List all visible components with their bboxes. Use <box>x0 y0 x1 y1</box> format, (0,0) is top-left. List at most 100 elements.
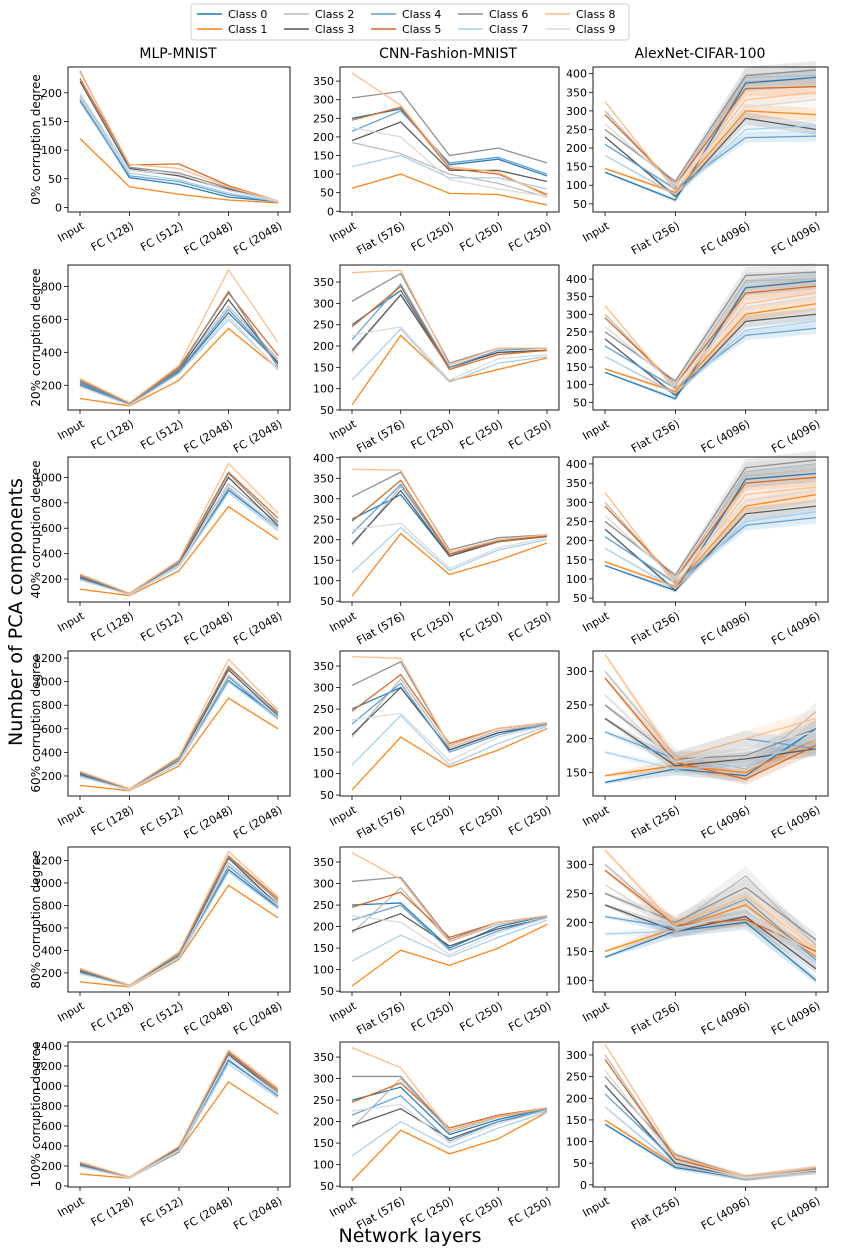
series-band <box>605 84 816 194</box>
series-line <box>604 921 817 981</box>
series-line <box>79 870 279 988</box>
series-line <box>351 141 548 198</box>
x-tick-label: FC (128) <box>89 609 136 644</box>
y-tick-label: 200 <box>41 379 62 392</box>
axes-frame <box>339 264 560 411</box>
x-tick-label: FC (128) <box>89 219 136 254</box>
y-tick-label: 200 <box>313 131 334 144</box>
series-line <box>79 268 279 404</box>
series-line <box>351 326 548 381</box>
y-tick-label: 200 <box>566 916 587 929</box>
y-tick-label: 150 <box>566 766 587 779</box>
y-tick-label: 100 <box>566 179 587 192</box>
y-tick-label: 350 <box>313 472 334 485</box>
series-band <box>605 903 816 968</box>
y-tick-label: 300 <box>313 94 334 107</box>
series-line <box>79 1052 279 1178</box>
x-tick-label: FC (4096) <box>699 1194 752 1232</box>
y-tick-label: 200 <box>566 1092 587 1105</box>
series-line <box>79 1049 279 1178</box>
series-band <box>605 60 816 184</box>
y-tick-label: 400 <box>41 346 62 359</box>
y-tick-label: 200 <box>41 87 62 100</box>
series-line <box>79 99 279 203</box>
x-tick-label: FC (2048) <box>231 1194 284 1232</box>
chart-panel: 200 400 600 800 1000 1200 Input FC (128) FC (512… <box>34 846 291 1038</box>
y-tick-label: 250 <box>313 112 334 125</box>
y-tick-label: 100 <box>313 575 334 588</box>
x-tick-label: FC (128) <box>89 417 136 452</box>
series-line <box>351 655 548 747</box>
y-tick-label: 100 <box>313 1159 334 1172</box>
y-tick-label: 200 <box>313 1116 334 1129</box>
axes-frame <box>67 1041 291 1188</box>
y-tick-label: 1200 <box>34 652 62 665</box>
series-line <box>79 489 279 596</box>
y-tick-label: 400 <box>566 68 587 81</box>
series-line <box>351 682 548 753</box>
series-line <box>79 1060 279 1179</box>
y-tick-label: 50 <box>320 789 334 802</box>
x-tick-label: Flat (576) <box>354 803 407 841</box>
series-band <box>605 270 816 389</box>
x-tick-label: Input <box>55 417 87 443</box>
y-tick-label: 800 <box>41 699 62 712</box>
y-tick-label: 600 <box>41 723 62 736</box>
y-tick-label: 0 <box>327 205 334 218</box>
axes-frame <box>67 846 291 993</box>
series-line <box>351 283 548 369</box>
series-line <box>604 86 817 187</box>
y-tick-label: 200 <box>566 535 587 548</box>
y-tick-label: 200 <box>313 921 334 934</box>
x-tick-label: FC (250) <box>457 609 504 644</box>
series-band <box>605 278 816 387</box>
series-line <box>79 81 279 202</box>
x-tick-label: FC (250) <box>457 417 504 452</box>
x-tick-label: FC (4096) <box>699 219 752 257</box>
series-line <box>79 491 279 596</box>
series-band <box>605 878 816 946</box>
x-tick-label: FC (250) <box>409 417 456 452</box>
y-tick-label: 100 <box>566 379 587 392</box>
series-line <box>351 471 548 551</box>
y-tick-label: 100 <box>566 1136 587 1149</box>
x-tick-label: Input <box>55 803 87 829</box>
series-line <box>351 110 548 175</box>
axes-frame <box>592 650 829 797</box>
x-tick-label: FC (250) <box>457 803 504 838</box>
axes-frame <box>67 650 291 797</box>
x-tick-label: FC (2048) <box>231 803 284 841</box>
y-tick-label: 100 <box>566 974 587 987</box>
series-line <box>351 90 548 164</box>
y-tick-label: 250 <box>313 513 334 526</box>
chart-panel: 200 400 600 800 1000 1200 Input FC (128) FC (512… <box>34 650 291 842</box>
series-line <box>604 296 817 386</box>
x-tick-label: Input <box>55 1194 87 1220</box>
series-line <box>604 738 817 777</box>
x-tick-label: Flat (256) <box>629 999 682 1037</box>
y-tick-label: 250 <box>313 1094 334 1107</box>
x-tick-label: FC (2048) <box>231 999 284 1037</box>
legend-label: Class 9 <box>576 23 615 36</box>
series-line <box>351 154 548 190</box>
series-line <box>604 884 817 955</box>
legend: Class 0 Class 1 Class 2 Class 3 Class 4 Class… <box>190 3 630 41</box>
series-band <box>605 730 816 779</box>
row-label: 0% corruption degree <box>29 74 43 205</box>
series-line <box>351 269 547 367</box>
y-tick-label: 300 <box>566 665 587 678</box>
series-band <box>605 450 816 578</box>
series-line <box>604 74 817 189</box>
y-tick-label: 50 <box>573 592 587 605</box>
y-tick-label: 200 <box>566 733 587 746</box>
series-line <box>79 850 279 986</box>
y-tick-label: 150 <box>313 361 334 374</box>
series-line <box>351 1111 548 1157</box>
y-tick-label: 400 <box>313 452 334 465</box>
y-tick-label: 200 <box>313 340 334 353</box>
x-tick-label: Input <box>327 999 359 1025</box>
y-tick-label: 250 <box>566 699 587 712</box>
